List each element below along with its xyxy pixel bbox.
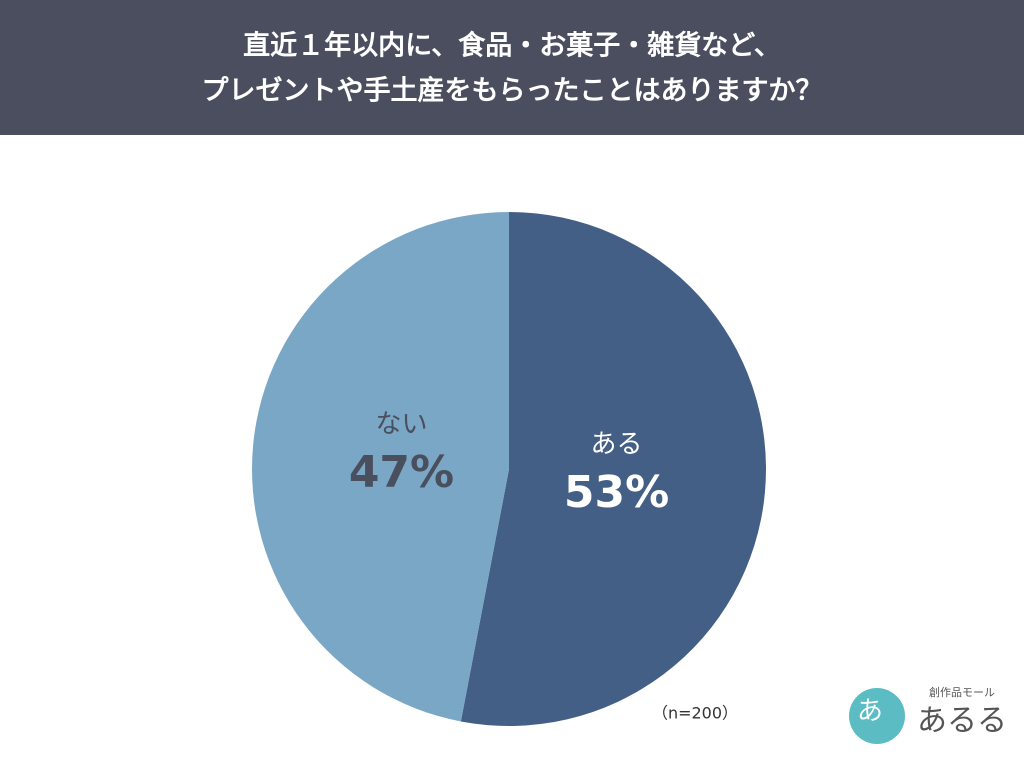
slice-label: ある: [591, 430, 643, 460]
pie-slice: [460, 212, 767, 727]
value-label: 47%: [349, 447, 454, 498]
chart-title: 直近１年以内に、食品・お菓子・雑貨など、: [243, 30, 781, 62]
slice-label: ない: [375, 409, 427, 439]
pie-slice: [252, 212, 509, 722]
value-label: 53%: [564, 467, 669, 518]
logo-tagline: 創作品モール: [929, 685, 995, 699]
sample-note: （n=200）: [652, 704, 738, 723]
header-band: [0, 0, 1024, 135]
logo-circle: [849, 688, 905, 744]
logo-mark: あ: [857, 697, 883, 727]
logo-name: あるる: [917, 704, 1007, 739]
chart-title: プレゼントや手土産をもらったことはありますか？: [202, 75, 823, 107]
